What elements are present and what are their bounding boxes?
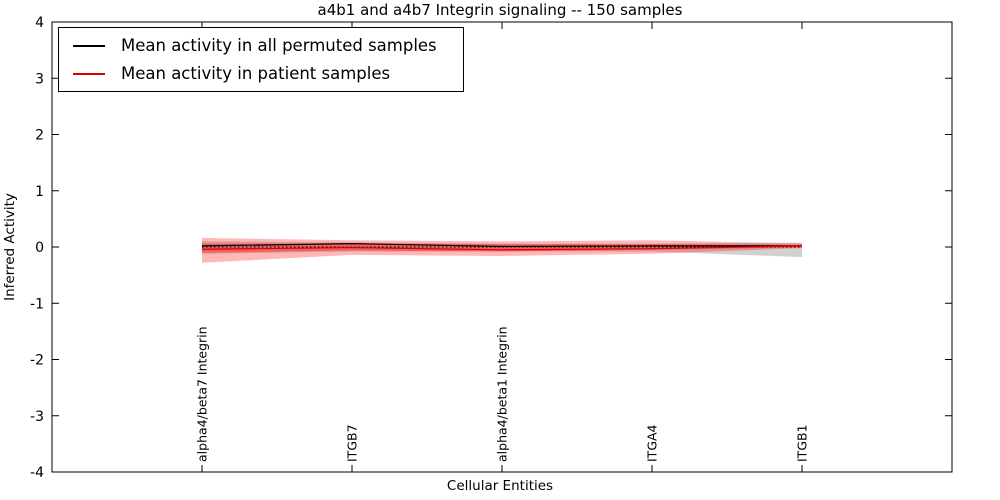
y-tick-label: 2 bbox=[35, 128, 44, 144]
x-axis-label: Cellular Entities bbox=[446, 478, 554, 494]
legend: Mean activity in all permuted samples Mea… bbox=[58, 27, 464, 92]
y-tick-label: -1 bbox=[30, 296, 44, 312]
legend-item: Mean activity in all permuted samples bbox=[73, 36, 437, 55]
chart-title: a4b1 and a4b7 Integrin signaling -- 150 … bbox=[317, 1, 683, 19]
legend-line-swatch bbox=[73, 72, 105, 75]
legend-label: Mean activity in patient samples bbox=[121, 64, 391, 83]
x-tick-label: ITGB7 bbox=[345, 424, 360, 462]
y-tick-label: 4 bbox=[35, 15, 44, 31]
x-tick-label: alpha4/beta1 Integrin bbox=[495, 326, 510, 462]
y-tick-label: -3 bbox=[30, 409, 44, 425]
x-tick-label: alpha4/beta7 Integrin bbox=[195, 326, 210, 462]
x-tick-label: ITGB1 bbox=[795, 424, 810, 462]
y-axis-label: Inferred Activity bbox=[2, 193, 18, 301]
y-tick-label: -4 bbox=[30, 465, 44, 481]
legend-item: Mean activity in patient samples bbox=[73, 64, 437, 83]
y-tick-label: 0 bbox=[35, 240, 44, 256]
legend-line-swatch bbox=[73, 44, 105, 47]
line-mean-activity-in-all-permuted-samples bbox=[201, 243, 802, 248]
y-tick-label: -2 bbox=[30, 353, 44, 369]
y-tick-label: 1 bbox=[35, 184, 44, 200]
x-tick-label: ITGA4 bbox=[645, 424, 660, 462]
legend-label: Mean activity in all permuted samples bbox=[121, 36, 437, 55]
line-mean-activity-in-patient-samples bbox=[201, 245, 803, 251]
y-tick-label: 3 bbox=[35, 71, 44, 87]
